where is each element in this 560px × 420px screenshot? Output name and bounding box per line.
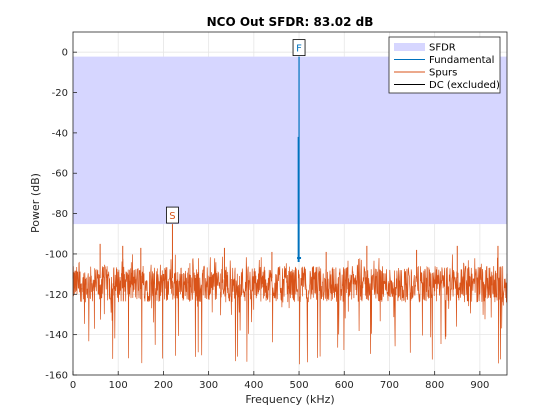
legend-entry-label: SFDR (429, 43, 456, 54)
fundamental-line (297, 56, 302, 263)
fundamental-marker-box (292, 39, 306, 57)
chart-title: NCO Out SFDR: 83.02 dB (207, 15, 374, 29)
spur-lines (99, 224, 499, 279)
x-tick-label: 400 (244, 380, 263, 391)
y-tick-label: -100 (45, 249, 68, 260)
y-tick-label: -160 (45, 371, 68, 382)
x-tick-label: 500 (289, 380, 308, 391)
x-tick-label: 600 (335, 380, 354, 391)
y-tick-label: -40 (52, 128, 68, 139)
legend-entry-label: Spurs (429, 68, 457, 79)
y-tick-label: -80 (52, 209, 68, 220)
x-tick-label: 700 (380, 380, 399, 391)
legend-entry-label: Fundamental (429, 55, 494, 66)
y-tick-label: -140 (45, 330, 68, 341)
x-tick-label: 300 (199, 380, 218, 391)
spur-marker-box (166, 206, 179, 224)
ticks: 0 100 200 300 400 500 600 700 800 900 0 -20 -40 -60 -8… (45, 48, 489, 391)
x-tick-label: 900 (470, 380, 489, 391)
x-tick-label: 200 (154, 380, 173, 391)
spurs-noise-floor (72, 254, 508, 365)
y-tick-label: -60 (52, 169, 68, 180)
fundamental-marker-label: F (296, 44, 302, 55)
axes-box (72, 31, 508, 376)
x-tick-label: 0 (70, 380, 76, 391)
x-axis-label: Frequency (kHz) (245, 393, 334, 406)
y-axis-label: Power (dB) (29, 173, 42, 233)
x-tick-label: 800 (425, 380, 444, 391)
noise-trace (72, 254, 508, 365)
y-tick-label: -20 (52, 88, 68, 99)
x-tick-label: 100 (109, 380, 128, 391)
legend-swatch-sfdr (394, 43, 425, 51)
y-tick-label: -120 (45, 290, 68, 301)
y-tick-label: 0 (62, 48, 68, 59)
legend-entry-label: DC (excluded) (429, 80, 500, 91)
markers: FS (166, 39, 306, 224)
spur-marker-label: S (169, 211, 175, 222)
